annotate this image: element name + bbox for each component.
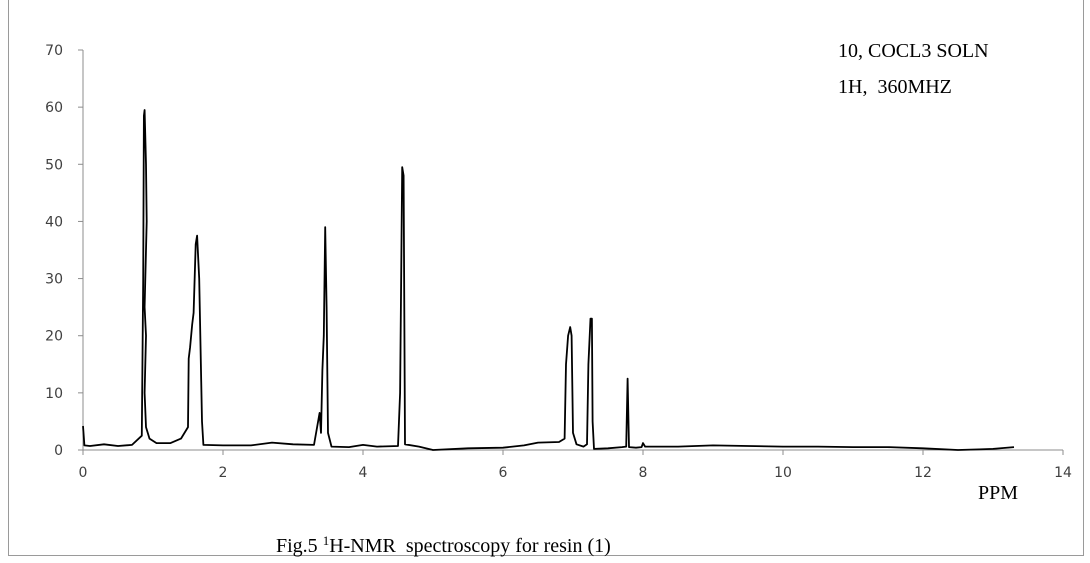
y-tick-label: 0 <box>54 443 63 459</box>
x-tick-label: 2 <box>219 465 228 481</box>
axes <box>82 50 1063 451</box>
caption-text: H-NMR spectroscopy for resin (1) <box>329 535 611 557</box>
y-tick-label: 30 <box>45 272 63 288</box>
x-tick-label: 10 <box>774 465 792 481</box>
figure-caption: Fig.5 1H-NMR spectroscopy for resin (1) <box>276 533 611 558</box>
x-tick-label: 6 <box>499 465 508 481</box>
y-tick-label: 20 <box>45 329 63 345</box>
x-axis-ticks: 0 2 4 6 8 10 12 14 <box>79 450 1072 481</box>
x-tick-label: 0 <box>79 465 88 481</box>
x-tick-label: 4 <box>359 465 368 481</box>
x-axis-label: PPM <box>978 482 1019 504</box>
x-tick-label: 14 <box>1054 465 1072 481</box>
figure-frame <box>8 0 1084 556</box>
y-tick-label: 70 <box>45 43 63 59</box>
x-tick-label: 8 <box>639 465 648 481</box>
caption-prefix: Fig.5 <box>276 535 323 557</box>
x-tick-label: 12 <box>914 465 932 481</box>
y-tick-label: 50 <box>45 157 63 173</box>
y-axis-ticks: 0 10 20 30 40 50 60 70 <box>45 43 83 459</box>
spectrum-line <box>82 109 1015 451</box>
annotation-solvent: 10, COCL3 SOLN <box>838 40 989 62</box>
y-tick-label: 10 <box>45 386 63 402</box>
caption-superscript: 1 <box>322 533 330 548</box>
y-tick-label: 40 <box>45 214 63 230</box>
y-tick-label: 60 <box>45 100 63 116</box>
annotation-frequency: 1H, 360MHZ <box>838 76 952 98</box>
